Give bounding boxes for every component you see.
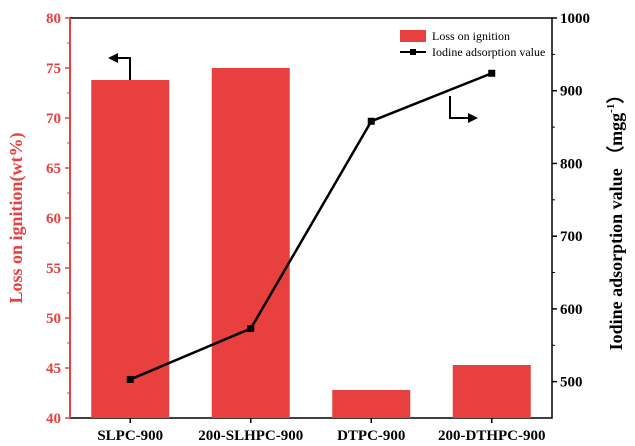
x-axis-ticks: SLPC-900 200-SLHPC-900 DTPC-900 200-DTHPC-9… [97, 418, 546, 444]
legend-label-bar: Loss on ignition [432, 29, 510, 43]
bar [332, 390, 411, 418]
left-tick-label: 55 [46, 261, 61, 277]
right-tick-label: 700 [560, 229, 583, 245]
left-tick-label: 50 [46, 311, 61, 327]
right-axis-ticks: 500 600 700 800 900 1000 [552, 11, 590, 391]
bar [91, 80, 170, 418]
x-tick-label: 200-SLHPC-900 [198, 428, 303, 444]
left-tick-label: 70 [46, 111, 61, 127]
right-axis-title: Iodine adsorption value （mgg-1） [605, 86, 626, 351]
line-point [126, 375, 134, 383]
line-point [367, 117, 375, 125]
legend: Loss on ignition Iodine adsorption value [400, 29, 545, 59]
line-layer [126, 69, 496, 383]
right-tick-label: 1000 [560, 11, 590, 27]
right-axis-arrow [449, 96, 478, 123]
series-line [129, 72, 493, 381]
left-arrow-head [108, 53, 118, 63]
bar [452, 365, 531, 418]
right-tick-label: 500 [560, 375, 583, 391]
bars-layer [91, 68, 531, 418]
legend-label-line: Iodine adsorption value [432, 45, 545, 59]
legend-swatch-bar [400, 30, 426, 42]
left-tick-label: 75 [46, 61, 61, 77]
right-tick-label: 900 [560, 84, 583, 100]
left-axis-arrow [108, 53, 131, 80]
line-point [247, 325, 255, 333]
right-arrow-head [468, 113, 478, 123]
x-tick-label: 200-DTHPC-900 [438, 428, 546, 444]
left-axis-ticks: 40 45 50 55 60 65 70 75 80 [46, 11, 70, 427]
bar [211, 68, 290, 418]
legend-swatch-marker [410, 49, 416, 55]
left-tick-label: 65 [46, 161, 61, 177]
x-tick-label: DTPC-900 [337, 428, 405, 444]
left-axis-title: Loss on ignition(wt%) [6, 132, 27, 303]
left-tick-label: 40 [46, 411, 61, 427]
right-arrow-shaft [449, 96, 472, 119]
left-tick-label: 80 [46, 11, 61, 27]
right-axis-title-main: Iodine adsorption value （mgg [606, 113, 626, 351]
right-axis-title-superscript: -1 [605, 104, 617, 113]
left-tick-label: 60 [46, 211, 61, 227]
right-axis-title-close: ） [606, 86, 626, 104]
right-tick-label: 800 [560, 156, 583, 172]
left-tick-label: 45 [46, 361, 61, 377]
line-point [488, 69, 496, 77]
right-tick-label: 600 [560, 302, 583, 318]
x-tick-label: SLPC-900 [97, 428, 163, 444]
